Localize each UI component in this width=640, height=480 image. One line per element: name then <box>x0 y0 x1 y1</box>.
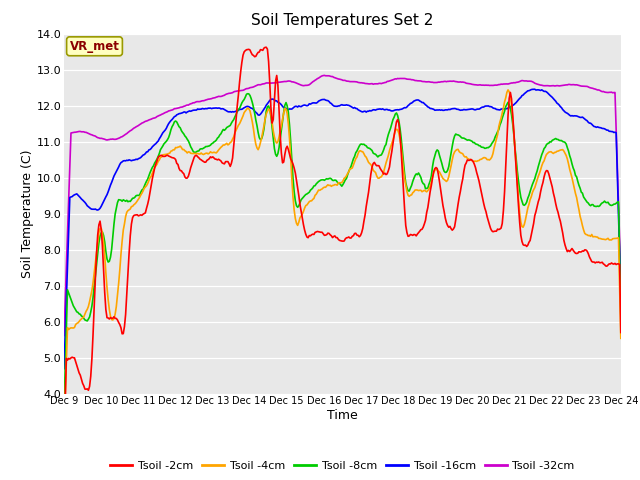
Text: VR_met: VR_met <box>70 40 120 53</box>
Title: Soil Temperatures Set 2: Soil Temperatures Set 2 <box>252 13 433 28</box>
Legend: Tsoil -2cm, Tsoil -4cm, Tsoil -8cm, Tsoil -16cm, Tsoil -32cm: Tsoil -2cm, Tsoil -4cm, Tsoil -8cm, Tsoi… <box>106 457 579 476</box>
Y-axis label: Soil Temperature (C): Soil Temperature (C) <box>20 149 34 278</box>
X-axis label: Time: Time <box>327 409 358 422</box>
